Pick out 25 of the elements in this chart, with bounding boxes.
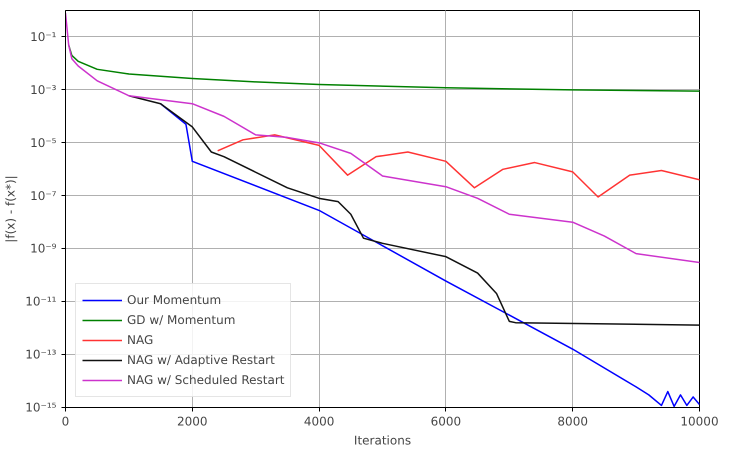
y-tick-label: 10⁻¹ [30,30,57,44]
x-tick-label: 10000 [680,414,719,428]
x-axis-title: Iterations [354,434,412,448]
line-series [66,12,700,264]
y-tick-label: 10⁻⁹ [30,242,57,256]
y-tick-label: 10⁻⁵ [30,136,57,150]
y-tick-label: 10⁻¹¹ [25,294,57,309]
x-tick-label: 8000 [557,414,588,428]
y-tick-label: 10⁻⁷ [30,188,57,203]
legend-label: GD w/ Momentum [127,313,236,327]
y-tick-label: 10⁻¹⁵ [25,400,57,414]
y-tick-label: 10⁻¹³ [25,348,57,362]
line-series [128,95,700,326]
line-series [68,44,700,92]
x-tick-label: 0 [62,414,70,428]
x-tick-label: 6000 [430,414,462,428]
y-tick-label: 10⁻³ [30,82,57,97]
x-tick-label: 2000 [177,414,208,428]
legend-label: Our Momentum [127,293,222,307]
y-axis-title: |f(x) - f(x*)| [3,175,18,243]
legend-label: NAG [127,333,154,347]
legend-label: NAG w/ Adaptive Restart [127,353,275,367]
line-series [216,134,700,198]
legend-label: NAG w/ Scheduled Restart [127,373,284,387]
x-tick-label: 4000 [304,414,334,428]
